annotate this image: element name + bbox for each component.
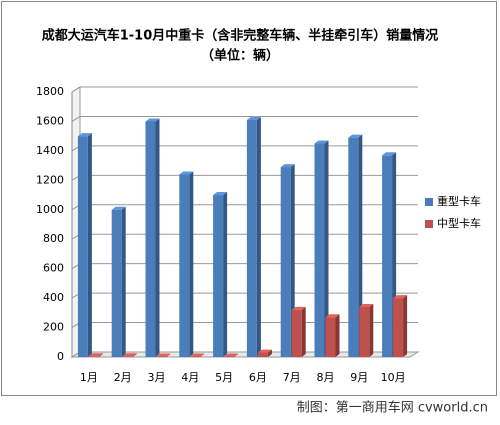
x-tick-label: 1月 xyxy=(80,371,98,384)
x-tick-label: 5月 xyxy=(215,371,233,384)
bar-side xyxy=(256,116,261,357)
x-tick-label: 2月 xyxy=(114,371,132,384)
bar-side xyxy=(166,353,171,357)
y-tick-label: 1600 xyxy=(36,114,64,127)
bar xyxy=(213,195,224,357)
bar-side xyxy=(87,133,92,357)
bar-top xyxy=(156,353,171,357)
y-tick-label: 1000 xyxy=(36,203,64,216)
bar-side xyxy=(189,171,194,357)
bar xyxy=(393,298,404,357)
bar-top xyxy=(122,353,137,357)
bar-top xyxy=(111,206,126,210)
bar-top xyxy=(77,133,92,137)
bar-side xyxy=(200,353,205,357)
bar-side xyxy=(324,140,329,357)
x-tick-label: 9月 xyxy=(350,371,368,384)
y-tick-label: 1400 xyxy=(36,144,64,157)
legend-swatch xyxy=(425,198,433,206)
bar-top xyxy=(348,134,363,138)
legend-label: 重型卡车 xyxy=(437,194,481,208)
grid-line xyxy=(71,115,418,122)
bar xyxy=(359,306,370,357)
bar xyxy=(77,136,88,357)
bar-top xyxy=(359,303,374,307)
bar-top xyxy=(213,192,228,196)
bar-top xyxy=(393,295,408,299)
bar xyxy=(88,356,99,357)
bar-top xyxy=(224,353,239,357)
bar-side xyxy=(155,118,160,357)
bar-side xyxy=(267,349,272,357)
chart-subtitle: （单位：辆） xyxy=(201,48,279,64)
bar-top xyxy=(190,353,205,357)
bar-top xyxy=(145,118,160,122)
bar-top xyxy=(382,152,397,156)
bar-side xyxy=(234,353,239,357)
bar-side xyxy=(403,295,408,357)
bar-top xyxy=(246,116,261,120)
y-tick-label: 1800 xyxy=(36,85,64,98)
bar xyxy=(314,143,325,357)
bar-side xyxy=(335,314,340,357)
bar-top xyxy=(88,353,103,357)
bar xyxy=(325,317,336,357)
bar xyxy=(291,309,302,357)
bar-top xyxy=(291,306,306,310)
bar-side xyxy=(121,206,126,357)
bar xyxy=(122,356,133,357)
bar-side xyxy=(301,306,306,357)
y-tick-label: 1200 xyxy=(36,173,64,186)
y-tick-label: 0 xyxy=(57,350,64,363)
x-tick-label: 8月 xyxy=(317,371,335,384)
y-tick-label: 600 xyxy=(43,262,64,275)
x-tick-label: 3月 xyxy=(148,371,166,384)
y-tick-label: 400 xyxy=(43,291,64,304)
bar-side xyxy=(98,353,103,357)
bar-top xyxy=(325,314,340,318)
grid-line xyxy=(71,86,418,93)
x-tick-label: 10月 xyxy=(381,371,406,384)
bar-top xyxy=(257,349,272,353)
bar-top xyxy=(280,164,295,168)
chart-title: 成都大运汽车1-10月中重卡（含非完整车辆、半挂牵引车）销量情况 xyxy=(42,28,439,44)
legend-swatch xyxy=(425,220,433,228)
y-tick-label: 200 xyxy=(43,321,64,334)
bar xyxy=(179,174,190,357)
bar xyxy=(257,352,268,357)
bar xyxy=(111,209,122,357)
bar-top xyxy=(179,171,194,175)
bar xyxy=(382,155,393,357)
x-tick-label: 7月 xyxy=(283,371,301,384)
legend-label: 中型卡车 xyxy=(437,216,481,230)
bar xyxy=(280,167,291,357)
bar-side xyxy=(369,303,374,357)
bar-side xyxy=(358,134,363,357)
bar-side xyxy=(132,353,137,357)
bar-side xyxy=(223,192,228,357)
bar-top xyxy=(314,140,329,144)
bar xyxy=(348,137,359,357)
bar xyxy=(246,119,257,357)
bar xyxy=(145,121,156,357)
y-tick-label: 800 xyxy=(43,232,64,245)
x-tick-label: 6月 xyxy=(249,371,267,384)
source-note: 制图：第一商用车网 cvworld.cn xyxy=(297,400,488,416)
x-tick-label: 4月 xyxy=(181,371,199,384)
